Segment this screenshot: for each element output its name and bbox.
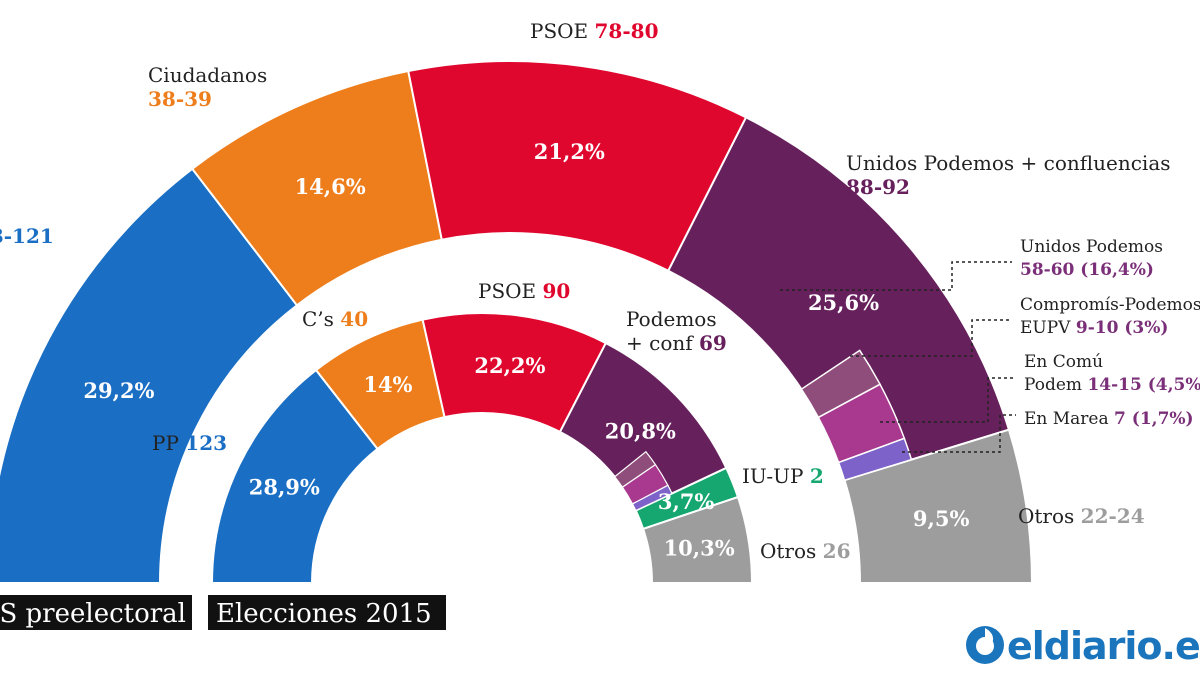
breakdown-value-unidos-podemos: 58-60 (16,4%) [1020,260,1154,280]
breakdown-name-comu: En Comú [1024,352,1103,372]
breakdown-name-compromis: Compromís-Podemos- [1020,295,1200,315]
outer-pct-pp: 29,2% [83,378,154,403]
outer-pct-otros: 9,5% [913,506,970,531]
inner-pct-pp: 28,9% [249,474,320,499]
inner-label-psoe: PSOE 90 [478,279,570,303]
inner-label-cs: C’s 40 [302,307,368,331]
inner-label-pp: PP 123 [152,431,227,455]
outer-label-psoe: PSOE 78-80 [530,19,658,43]
inner-seats-podemos: + conf 69 [626,331,727,355]
breakdown-value-compromis: EUPV 9-10 (3%) [1020,318,1168,338]
inner-pct-iu-up: 3,7% [658,489,715,514]
leader-marea [902,414,1016,453]
outer-label-otros: Otros 22-24 [1018,504,1145,528]
outer-name-ciudadanos: Ciudadanos [148,63,267,87]
leader-compromis [850,319,1012,357]
outer-title: CIS preelectoral [0,599,186,629]
inner-title: Elecciones 2015 [216,599,432,629]
outer-name-podemos: Unidos Podemos + confluencias [846,151,1171,175]
inner-seg-otros [641,495,754,584]
outer-seats-pp: 113-121 [0,224,54,248]
leader-unidos-podemos [780,261,1012,291]
logo-text: eldiario.es [1007,624,1200,668]
inner-label-otros: Otros 26 [760,539,851,563]
inner-pct-psoe: 22,2% [474,353,545,378]
outer-seats-podemos: 88-92 [846,175,910,199]
breakdown-name-unidos-podemos: Unidos Podemos [1020,237,1163,257]
outer-pct-psoe: 21,2% [534,139,605,164]
breakdown-value-comu: Podem 14-15 (4,5%) [1024,375,1200,395]
breakdown-label-marea: En Marea 7 (1,7%) [1024,409,1194,429]
inner-pct-otros: 10,3% [664,536,735,561]
logo: eldiario.es [966,624,1200,668]
inner-title-box [208,595,446,630]
leader-comu [880,377,1016,423]
inner-sub-en-marea [631,484,673,512]
outer-seg-otros [843,428,1034,584]
inner-pct-c-s: 14% [363,372,412,397]
outer-pct-unidos-podemos-confluencias: 25,6% [808,290,879,315]
outer-pct-ciudadanos: 14,6% [295,174,366,199]
inner-pct-podemos-conf: 20,8% [605,418,676,443]
outer-title-box [0,595,192,630]
outer-seats-ciudadanos: 38-39 [148,87,212,111]
outer-seg-pp [0,167,299,584]
inner-label-iu: IU-UP 2 [742,464,824,488]
outer-sub-en-marea [837,437,913,482]
inner-name-podemos: Podemos [626,307,717,331]
